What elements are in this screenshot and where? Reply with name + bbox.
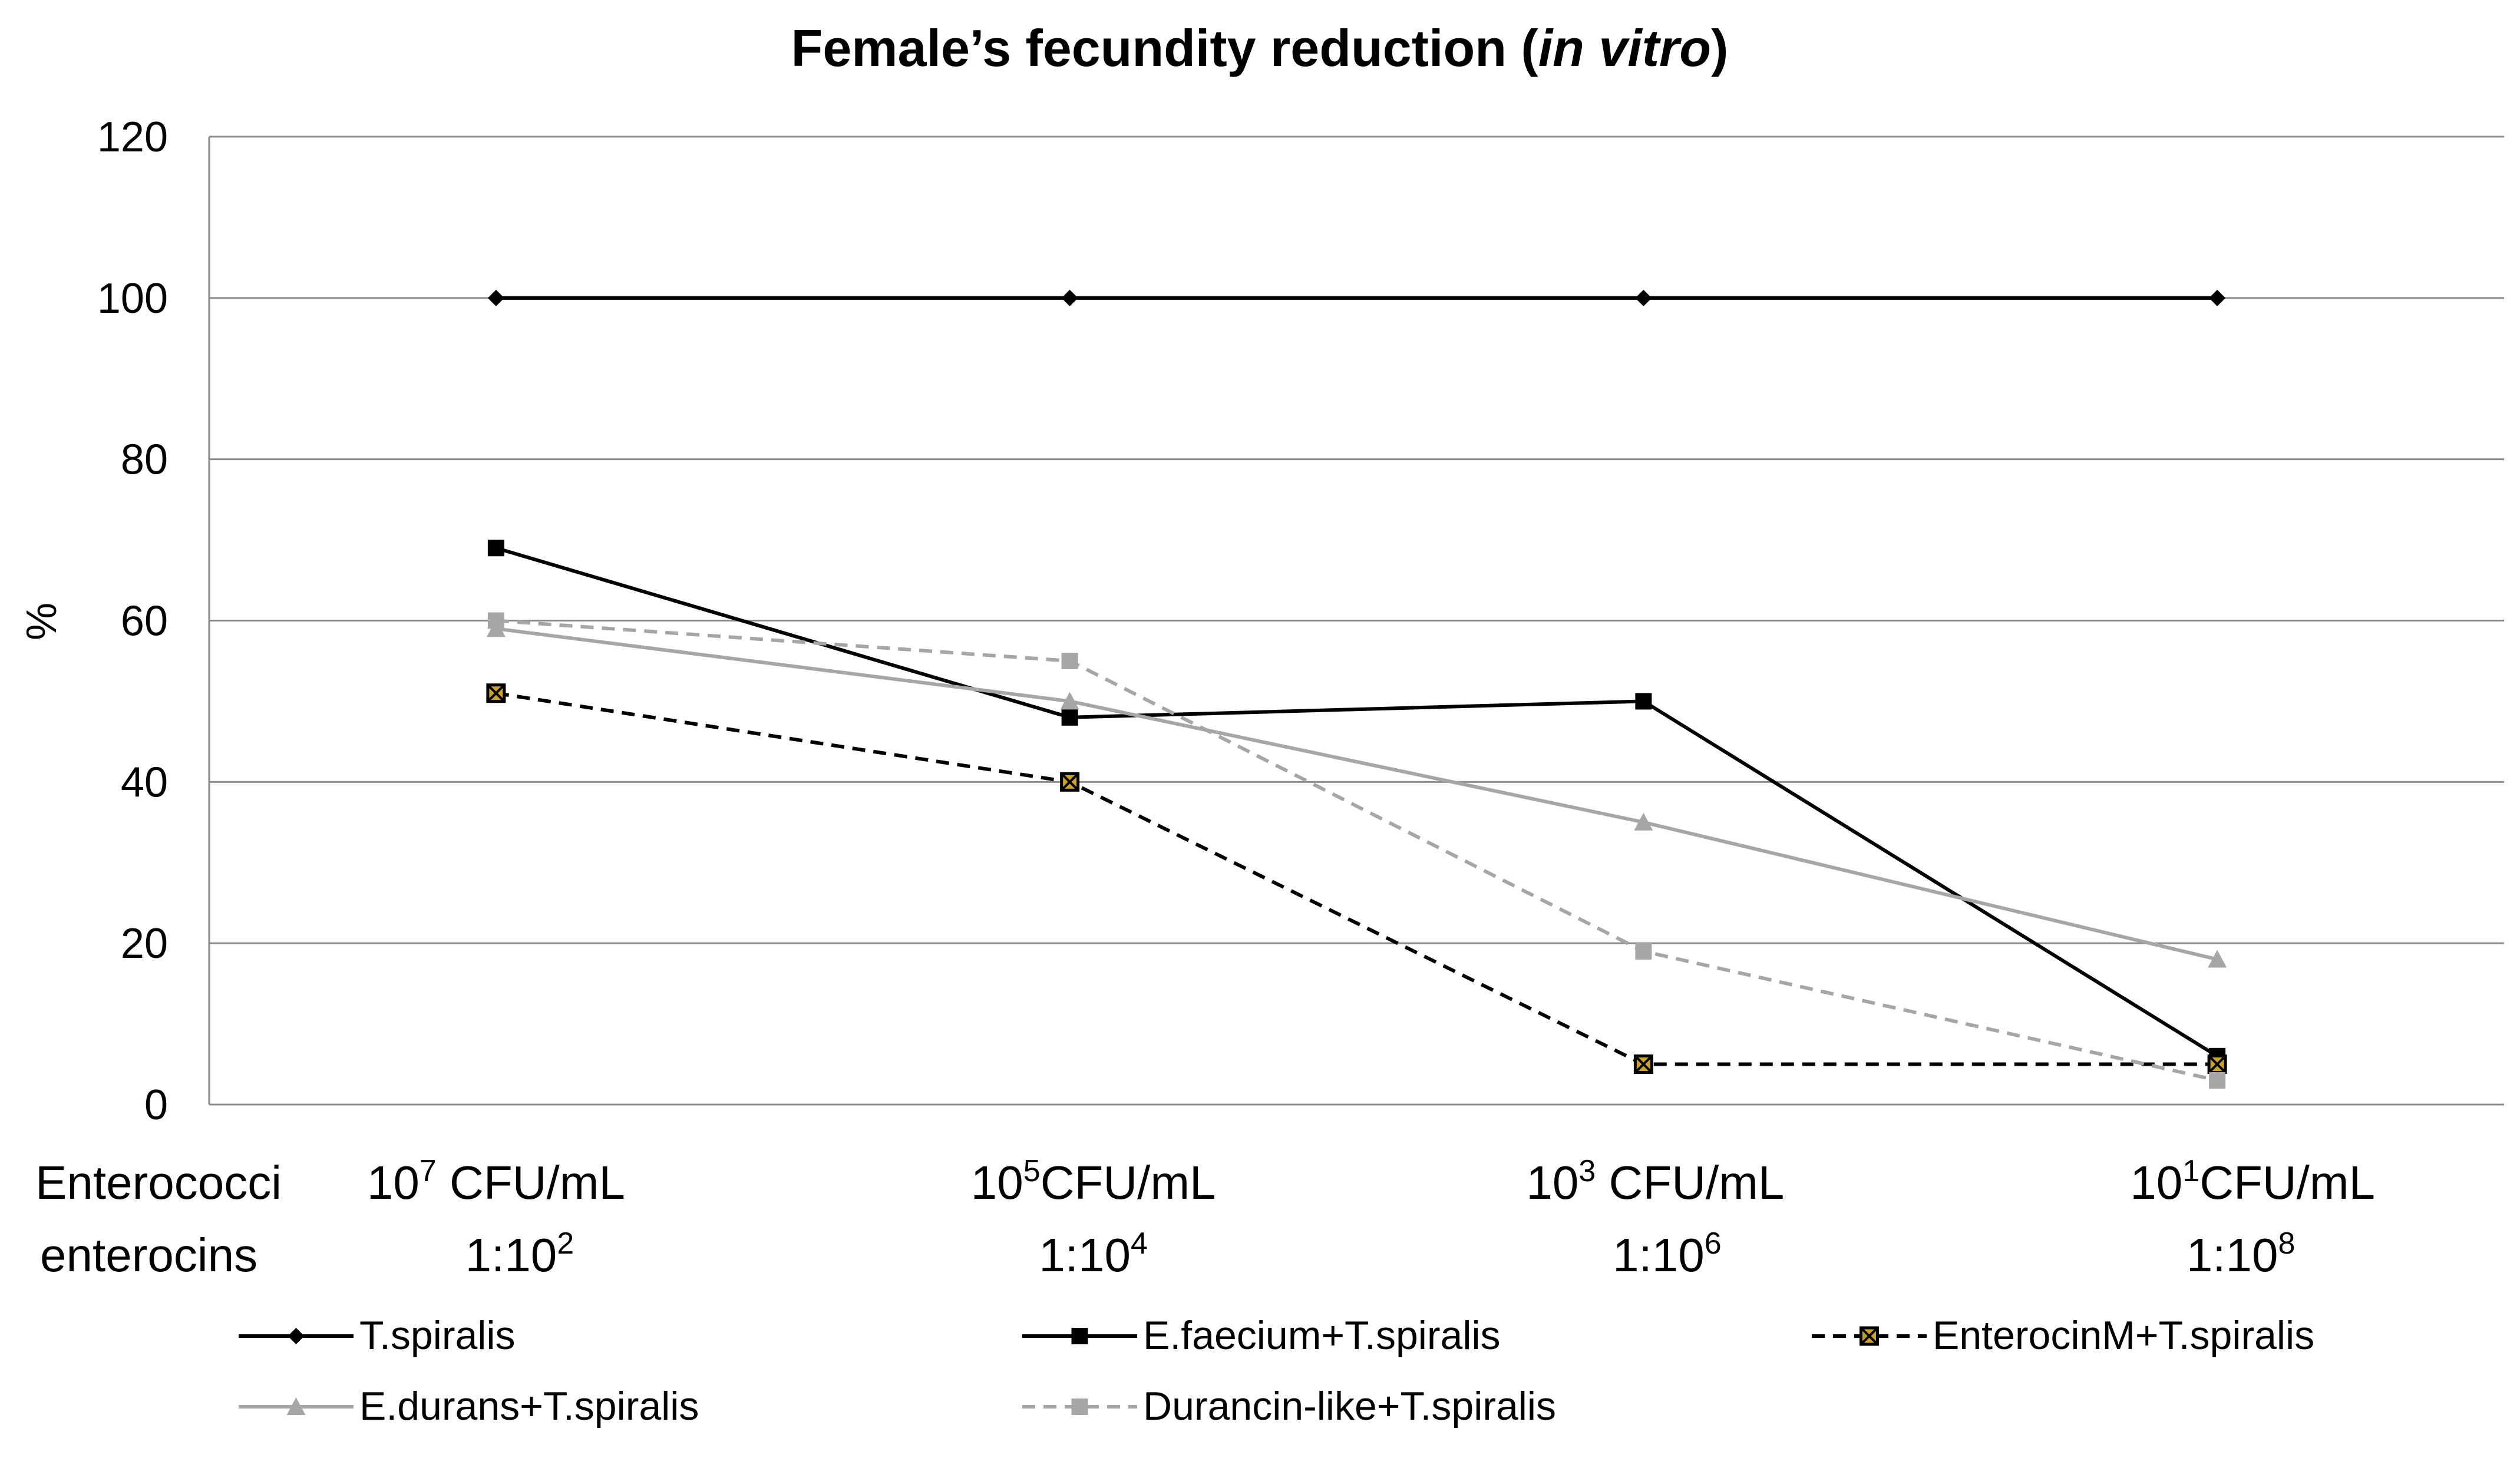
legend-marker-e-faecium-t-spiralis xyxy=(1071,1328,1088,1344)
data-point-durancin-like-t-spiralis xyxy=(1635,943,1652,960)
series-line-e-faecium-t-spiralis xyxy=(496,546,2218,1058)
legend-marker-e-durans-t-spiralis xyxy=(286,1397,306,1415)
data-point-t-spiralis xyxy=(1635,289,1652,306)
data-point-t-spiralis xyxy=(487,289,504,306)
legend-label-durancin-like-t-spiralis: Durancin-like+T.spiralis xyxy=(1143,1384,1556,1429)
y-tick-label: 40 xyxy=(121,759,168,806)
x-tick-label-ratio: 1:108 xyxy=(2187,1226,2296,1281)
x-tick-label-ratio: 1:102 xyxy=(465,1226,574,1281)
legend-label-e-durans-t-spiralis: E.durans+T.spiralis xyxy=(359,1384,699,1429)
x-tick-label-cfu: 105CFU/mL xyxy=(971,1154,1216,1209)
y-tick-label: 80 xyxy=(121,437,168,484)
x-tick-label-ratio: 1:104 xyxy=(1039,1226,1148,1281)
legend-label-e-faecium-t-spiralis: E.faecium+T.spiralis xyxy=(1143,1313,1501,1358)
series-line-e-durans-t-spiralis xyxy=(496,627,2218,961)
data-point-enterocinm-t-spiralis-cross xyxy=(1634,1055,1653,1073)
data-point-enterocinm-t-spiralis-cross xyxy=(487,684,506,703)
x-tick-label-cfu: 103 CFU/mL xyxy=(1526,1154,1784,1209)
data-point-e-durans-t-spiralis xyxy=(1634,812,1653,831)
legend-label-enterocinm-t-spiralis: EnterocinM+T.spiralis xyxy=(1933,1313,2314,1358)
legend-label-t-spiralis: T.spiralis xyxy=(359,1313,516,1358)
y-tick-label: 100 xyxy=(97,275,168,322)
legend-marker-durancin-like-t-spiralis xyxy=(1071,1399,1088,1415)
series-line-durancin-like-t-spiralis xyxy=(496,619,2218,1082)
data-point-durancin-like-t-spiralis xyxy=(2209,1072,2226,1089)
y-tick-label: 0 xyxy=(144,1082,168,1129)
data-point-t-spiralis xyxy=(2209,289,2226,306)
x-tick-label-cfu: 107 CFU/mL xyxy=(367,1154,625,1209)
chart-title: Female’s fecundity reduction (in vitro) xyxy=(791,19,1729,77)
x-row-label-enterocins: enterocins xyxy=(40,1229,257,1281)
data-point-e-faecium-t-spiralis xyxy=(1061,709,1078,726)
x-row-label-enterococci: Enterococci xyxy=(35,1156,282,1209)
y-tick-label: 120 xyxy=(97,114,168,161)
series-line-enterocinm-t-spiralis xyxy=(496,691,2218,1066)
legend-marker-t-spiralis xyxy=(288,1328,305,1344)
data-point-enterocinm-t-spiralis-cross xyxy=(1061,772,1079,791)
data-point-t-spiralis xyxy=(1061,289,1078,306)
y-tick-label: 60 xyxy=(121,598,168,645)
data-point-durancin-like-t-spiralis xyxy=(1061,652,1078,669)
data-point-e-faecium-t-spiralis xyxy=(1635,693,1652,710)
y-axis-label: % xyxy=(18,603,65,640)
y-tick-label: 20 xyxy=(121,920,168,967)
x-tick-label-ratio: 1:106 xyxy=(1613,1226,1722,1281)
data-point-e-durans-t-spiralis xyxy=(1060,692,1079,710)
legend-marker-enterocinm-t-spiralis-cross xyxy=(1860,1327,1878,1345)
data-point-durancin-like-t-spiralis xyxy=(487,612,504,629)
x-tick-label-cfu: 101CFU/mL xyxy=(2130,1154,2375,1209)
data-point-enterocinm-t-spiralis-cross xyxy=(2208,1055,2227,1073)
data-point-e-faecium-t-spiralis xyxy=(487,540,504,557)
data-point-e-durans-t-spiralis xyxy=(2208,950,2227,968)
